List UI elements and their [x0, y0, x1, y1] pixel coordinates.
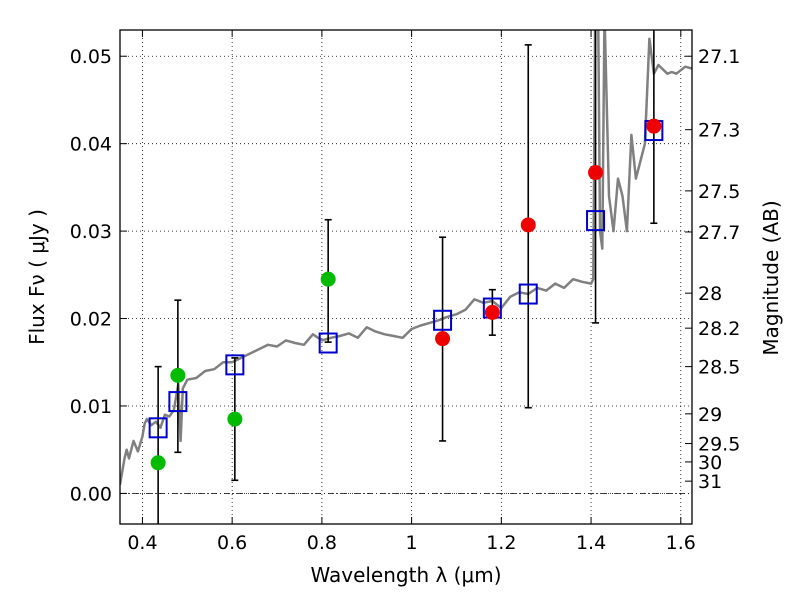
mag-tick-label: 27.3: [698, 120, 740, 142]
y-tick-label: 0.02: [70, 309, 112, 331]
plot-area: [120, 30, 692, 524]
observed-red-point: [484, 304, 500, 320]
axes: 0.4 0.6 0.8 1 1.2 1.4 1.6 0.00 0.01 0.02 0.03 0.04 0…: [70, 30, 740, 554]
y-tick-label: 0.04: [70, 134, 112, 156]
mag-tick-label: 31: [698, 471, 722, 493]
plot-background: [120, 30, 692, 524]
observed-green-point: [227, 411, 243, 427]
x-tick-label: 0.8: [307, 532, 337, 554]
x-tick-label: 0.6: [217, 532, 247, 554]
model-point: [586, 210, 606, 232]
mag-tick-label: 29.5: [698, 434, 740, 456]
observed-red-point: [520, 217, 536, 233]
x-tick-label: 1.2: [486, 532, 516, 554]
x-tick-label: 0.4: [127, 532, 157, 554]
x-axis-label: Wavelength λ (μm): [310, 563, 501, 587]
y-tick-label: 0.00: [70, 483, 112, 505]
model-point: [433, 309, 453, 331]
observed-red-point: [588, 165, 604, 181]
mag-tick-label: 27.5: [698, 181, 740, 203]
x-tick-label: 1.6: [666, 532, 696, 554]
mag-tick-label: 28: [698, 283, 722, 305]
x-tick-label: 1: [406, 532, 418, 554]
mag-tick-label: 27.1: [698, 46, 740, 68]
y-axis-label: Flux Fν ( μJy ): [25, 209, 49, 345]
right-axis-label: Magnitude (AB): [759, 200, 783, 355]
model-point: [225, 354, 245, 376]
model-point: [148, 417, 168, 439]
observed-red-point: [646, 118, 662, 134]
mag-tick-label: 29: [698, 404, 722, 426]
observed-green-point: [170, 367, 186, 383]
y-tick-label: 0.05: [70, 46, 112, 68]
mag-tick-label: 27.7: [698, 222, 740, 244]
model-point: [168, 391, 188, 413]
observed-red-point: [435, 331, 451, 347]
observed-green-point: [320, 271, 336, 287]
y-tick-label: 0.03: [70, 221, 112, 243]
plot-frame: [119, 29, 693, 525]
y-tick-label: 0.01: [70, 396, 112, 418]
model-point: [518, 283, 538, 305]
mag-tick-label: 28.2: [698, 318, 740, 340]
mag-tick-label: 28.5: [698, 357, 740, 379]
model-point: [318, 332, 338, 354]
x-tick-label: 1.4: [576, 532, 606, 554]
observed-green-point: [150, 455, 166, 471]
mag-tick-label: 30: [698, 452, 722, 474]
